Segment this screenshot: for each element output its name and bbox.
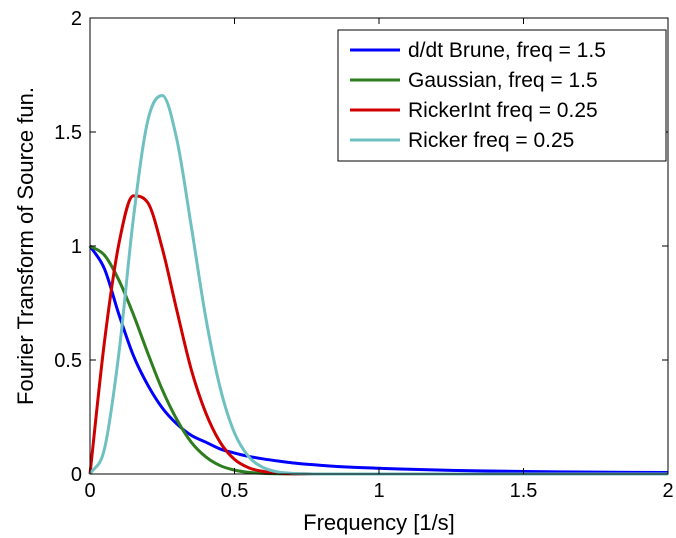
x-tick-label: 0.5	[221, 480, 249, 502]
legend-label: Ricker freq = 0.25	[408, 129, 574, 152]
series-line-2	[89, 244, 668, 476]
x-tick-label: 2	[662, 480, 673, 502]
axis-ticks: 0 0.5 1 1.5 2 0 0.5 1 1.5 2	[54, 8, 673, 502]
x-tick-label: 0	[84, 480, 95, 502]
x-tick-label: 1.5	[510, 480, 538, 502]
legend-label: RickerInt freq = 0.25	[408, 99, 598, 122]
x-tick-label: 1	[373, 480, 384, 502]
y-tick-label: 0	[71, 464, 82, 486]
legend: d/dt Brune, freq = 1.5 Gaussian, freq = 1…	[337, 29, 667, 162]
series-line-3	[88, 194, 668, 476]
y-tick-label: 1	[71, 236, 82, 258]
y-tick-label: 1.5	[54, 122, 82, 144]
y-tick-label: 2	[71, 8, 82, 30]
y-axis-label: Fourier Transform of Source fun.	[13, 87, 38, 405]
x-axis-label: Frequency [1/s]	[303, 510, 455, 535]
y-tick-label: 0.5	[54, 350, 82, 372]
series-line-1	[88, 245, 669, 475]
legend-label: d/dt Brune, freq = 1.5	[408, 39, 606, 62]
legend-label: Gaussian, freq = 1.5	[408, 69, 598, 92]
